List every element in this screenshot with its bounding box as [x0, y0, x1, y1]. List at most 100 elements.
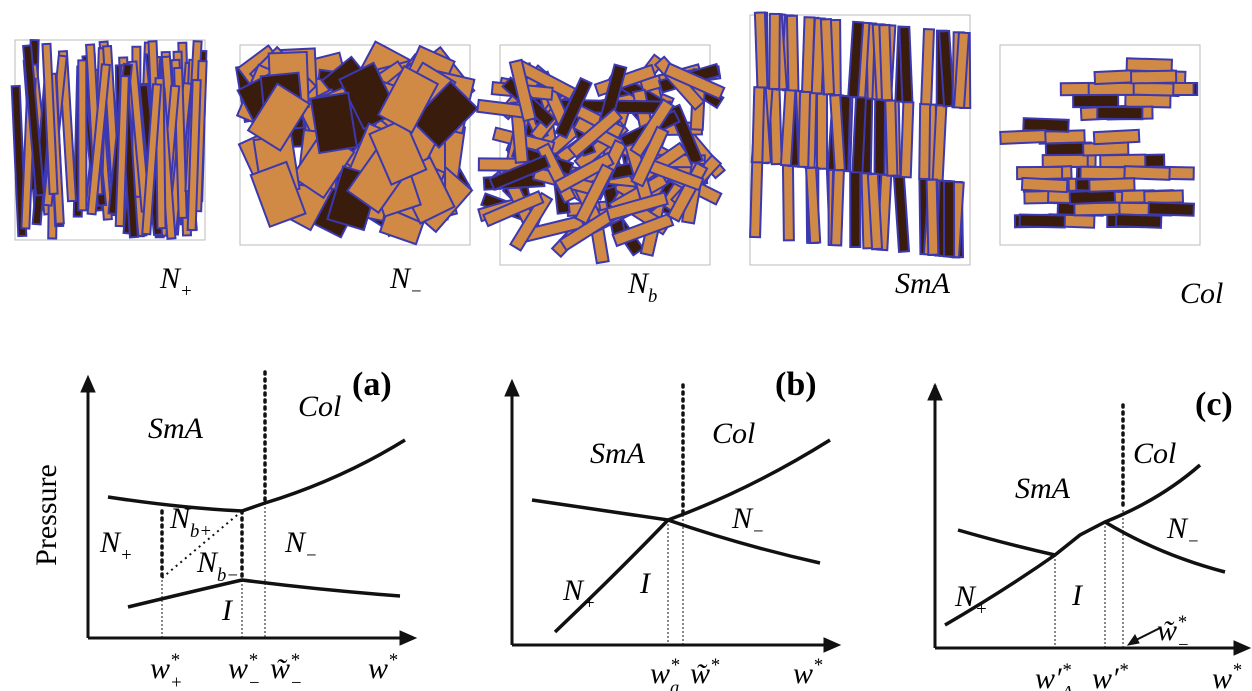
label-base: w — [150, 652, 170, 685]
particle — [821, 19, 834, 94]
label-base: w′ — [1092, 662, 1119, 691]
label-base: w — [1212, 662, 1232, 691]
particle — [1097, 107, 1142, 119]
label: N− — [1166, 512, 1200, 552]
label-base: SmA — [148, 412, 204, 445]
arrowhead — [1128, 635, 1139, 645]
particle — [1094, 130, 1140, 144]
label: Col — [1133, 437, 1176, 470]
label: I — [639, 567, 652, 600]
label: Nb− — [196, 546, 239, 586]
label-base: Col — [1133, 437, 1176, 470]
particle — [787, 16, 799, 91]
particle — [901, 102, 914, 177]
particle — [921, 29, 934, 104]
label-base: Col — [1180, 277, 1223, 310]
label-base: Col — [298, 390, 341, 423]
particle — [885, 101, 897, 176]
label-sub: + — [120, 545, 133, 566]
label-base: SmA — [895, 267, 951, 300]
label: w* — [1212, 660, 1242, 691]
y-axis-label: Pressure — [30, 464, 63, 566]
particle — [1131, 71, 1176, 84]
particle — [1128, 83, 1173, 96]
label-base: Col — [712, 417, 755, 450]
particle — [783, 165, 794, 240]
label-sub: + — [170, 673, 183, 691]
label-sub: − — [1177, 635, 1190, 656]
label-sub: + — [975, 599, 988, 620]
label-base: I — [221, 594, 234, 627]
label-sub: A — [1060, 683, 1074, 691]
label-base: N — [954, 580, 977, 613]
label: I — [221, 594, 234, 627]
particle — [1073, 95, 1118, 107]
label: SmA — [148, 412, 204, 445]
arrowhead — [505, 380, 840, 652]
label: w′*A — [1035, 660, 1074, 691]
curve — [958, 530, 1055, 555]
label: w* — [793, 655, 823, 690]
particle — [944, 181, 954, 256]
curve — [128, 580, 400, 607]
label-base: N — [731, 502, 754, 535]
label: SmA — [1015, 472, 1071, 505]
label: I — [1071, 579, 1084, 612]
particle — [850, 172, 860, 247]
label: N+ — [99, 526, 133, 566]
label: w* + — [150, 650, 183, 691]
particle — [879, 25, 892, 100]
particle — [755, 12, 768, 87]
label-sub: + — [180, 281, 193, 302]
particle — [1100, 155, 1145, 168]
label-base: N — [389, 262, 412, 295]
particle — [919, 104, 930, 179]
label: N− — [731, 502, 765, 542]
particle — [894, 176, 909, 252]
label: w* — [368, 650, 398, 685]
particle — [1080, 167, 1125, 180]
particle — [1043, 155, 1088, 167]
label-sub: − — [305, 545, 318, 566]
label-base: N — [196, 546, 219, 579]
label-sup: * — [1119, 660, 1129, 681]
particle — [750, 162, 762, 237]
particle — [1074, 203, 1119, 216]
label-sub: a — [670, 678, 679, 691]
panel-tag: (b) — [775, 366, 817, 403]
label-base: N — [284, 526, 307, 559]
axis — [512, 382, 836, 645]
label-sup: * — [670, 655, 680, 676]
label: w′* — [1092, 660, 1129, 691]
label-base: SmA — [590, 437, 646, 470]
label-sub: b− — [217, 565, 239, 586]
particle — [311, 93, 357, 153]
particle — [1149, 202, 1194, 216]
figure: N+N−NbSmACol(a)PressureSmAColN+Nb+Nb−N−I… — [0, 0, 1252, 691]
label-base: N — [627, 267, 650, 300]
particle — [1089, 178, 1134, 192]
particle — [798, 92, 810, 167]
label-base: w — [368, 652, 388, 685]
label-base: I — [1071, 579, 1084, 612]
label-base: I — [639, 567, 652, 600]
label: SmA — [590, 437, 646, 470]
label: Nb — [627, 267, 657, 307]
diagrams — [81, 372, 1250, 655]
particle — [769, 14, 780, 89]
label-sub: − — [752, 521, 765, 542]
particle — [875, 99, 886, 174]
label-sub: + — [583, 593, 596, 614]
particle — [1127, 58, 1172, 71]
label-sup: * — [1062, 660, 1072, 681]
label-sup: * — [170, 650, 180, 671]
label-sup: * — [1177, 612, 1187, 633]
label: N+ — [159, 262, 193, 302]
label-base: w̃ — [690, 657, 710, 690]
label-sub: b — [648, 286, 657, 307]
label: N− — [389, 262, 423, 302]
label-base: N — [562, 574, 585, 607]
particle — [1022, 178, 1068, 192]
particle — [1125, 95, 1170, 108]
label: N+ — [954, 580, 988, 620]
